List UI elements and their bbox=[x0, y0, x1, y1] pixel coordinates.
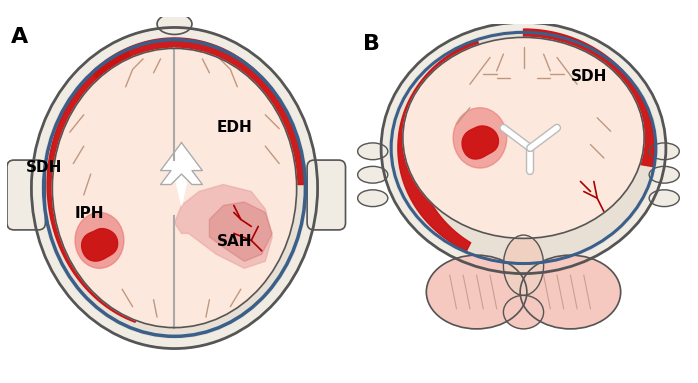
Text: A: A bbox=[10, 28, 28, 47]
Ellipse shape bbox=[357, 166, 388, 183]
Polygon shape bbox=[161, 142, 202, 185]
Polygon shape bbox=[92, 38, 304, 185]
Polygon shape bbox=[47, 50, 138, 322]
Ellipse shape bbox=[357, 143, 388, 160]
Ellipse shape bbox=[31, 28, 318, 349]
Ellipse shape bbox=[75, 213, 124, 268]
Ellipse shape bbox=[52, 48, 297, 327]
Ellipse shape bbox=[381, 22, 666, 273]
Ellipse shape bbox=[42, 38, 307, 338]
Polygon shape bbox=[82, 229, 118, 261]
Ellipse shape bbox=[453, 108, 507, 168]
FancyBboxPatch shape bbox=[7, 160, 45, 230]
Ellipse shape bbox=[357, 190, 388, 206]
Ellipse shape bbox=[649, 190, 679, 206]
Ellipse shape bbox=[389, 31, 658, 265]
Polygon shape bbox=[209, 202, 272, 261]
Ellipse shape bbox=[649, 143, 679, 160]
Polygon shape bbox=[524, 29, 654, 167]
Text: SDH: SDH bbox=[27, 160, 63, 175]
Text: EDH: EDH bbox=[216, 120, 252, 135]
Ellipse shape bbox=[403, 38, 644, 238]
Ellipse shape bbox=[520, 255, 621, 329]
Ellipse shape bbox=[503, 295, 544, 329]
Ellipse shape bbox=[426, 255, 527, 329]
FancyBboxPatch shape bbox=[307, 160, 346, 230]
Text: SAH: SAH bbox=[216, 234, 252, 249]
Polygon shape bbox=[174, 185, 272, 268]
Polygon shape bbox=[174, 174, 188, 205]
Ellipse shape bbox=[649, 166, 679, 183]
Text: SDH: SDH bbox=[570, 69, 607, 84]
Polygon shape bbox=[462, 126, 498, 159]
Polygon shape bbox=[398, 41, 481, 251]
Text: B: B bbox=[363, 34, 380, 54]
Text: IPH: IPH bbox=[75, 206, 105, 221]
Ellipse shape bbox=[503, 235, 544, 295]
Ellipse shape bbox=[157, 13, 192, 34]
